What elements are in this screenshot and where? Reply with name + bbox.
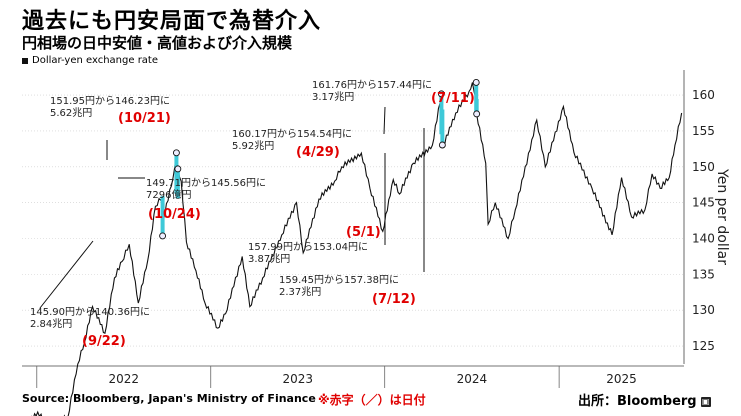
intervention-date-label: (7/12)	[372, 292, 416, 307]
intervention-bar	[474, 82, 479, 114]
intervention-amount-label: 5.92兆円	[232, 140, 274, 152]
intervention-range-label: 145.90円から140.36円に	[30, 306, 150, 318]
y-tick-label: 135	[692, 267, 715, 281]
annotation-pointer	[383, 106, 386, 135]
source-note: Source: Bloomberg, Japan's Ministry of F…	[22, 392, 316, 405]
bloomberg-logo-icon: ▣	[700, 396, 711, 407]
intervention-date-label: (5/1)	[346, 225, 381, 240]
y-tick-label: 145	[692, 196, 715, 210]
intervention-bar	[440, 109, 445, 146]
intervention-amount-label: 3.87兆円	[248, 253, 290, 265]
legend-swatch	[22, 57, 28, 64]
series-line	[31, 82, 683, 416]
y-tick-label: 150	[692, 160, 715, 174]
intervention-range-label: 159.45円から157.38円に	[279, 274, 399, 286]
y-tick-label: 130	[692, 303, 715, 317]
intervention-date-label: (7/11)	[431, 91, 475, 106]
annotation-pointer	[39, 240, 94, 309]
intervention-amount-label: 2.37兆円	[279, 286, 321, 298]
x-tick-label: 2022	[108, 372, 139, 386]
intervention-date-label: (9/22)	[82, 334, 126, 349]
date-note: ※赤字（／）は日付	[318, 393, 426, 407]
intervention-marker	[174, 165, 182, 173]
legend: Dollar-yen exchange rate	[22, 55, 158, 66]
y-axis-title: Yen per dollar	[714, 168, 730, 265]
intervention-marker	[172, 149, 180, 157]
intervention-marker	[438, 141, 446, 149]
y-tick-label: 155	[692, 124, 715, 138]
y-tick-label: 125	[692, 339, 715, 353]
chart-subtitle: 円相場の日中安値・高値および介入規模	[22, 34, 293, 52]
intervention-marker	[473, 110, 481, 118]
intervention-range-label: 161.76円から157.44円に	[312, 79, 432, 91]
intervention-range-label: 160.17円から154.54円に	[232, 128, 352, 140]
x-tick-label: 2024	[457, 372, 488, 386]
intervention-date-label: (4/29)	[296, 145, 340, 160]
intervention-bar	[474, 99, 479, 114]
y-tick-label: 160	[692, 88, 715, 102]
intervention-range-label: 149.71円から145.56円に	[146, 177, 266, 189]
x-tick-label: 2023	[282, 372, 313, 386]
credit: 出所：Bloomberg ▣	[578, 390, 711, 409]
intervention-amount-label: 3.17兆円	[312, 91, 354, 103]
intervention-amount-label: 5.62兆円	[50, 107, 92, 119]
intervention-date-label: (10/21)	[118, 111, 171, 126]
intervention-marker	[437, 90, 445, 98]
intervention-amount-label: 2.84兆円	[30, 318, 72, 330]
intervention-marker	[159, 232, 167, 240]
intervention-range-label: 157.99円から153.04円に	[248, 241, 368, 253]
intervention-date-label: (10/24)	[148, 207, 201, 222]
credit-label: 出所：Bloomberg	[578, 394, 697, 409]
intervention-bar	[175, 168, 180, 199]
x-tick-label: 2025	[606, 372, 637, 386]
intervention-marker	[472, 79, 480, 86]
chart-title: 過去にも円安局面で為替介入	[22, 9, 322, 34]
legend-label: Dollar-yen exchange rate	[32, 55, 159, 66]
intervention-range-label: 151.95円から146.23円に	[50, 95, 170, 107]
intervention-bar	[160, 196, 165, 236]
y-tick-label: 140	[692, 232, 715, 246]
intervention-amount-label: 7296億円	[146, 188, 191, 201]
